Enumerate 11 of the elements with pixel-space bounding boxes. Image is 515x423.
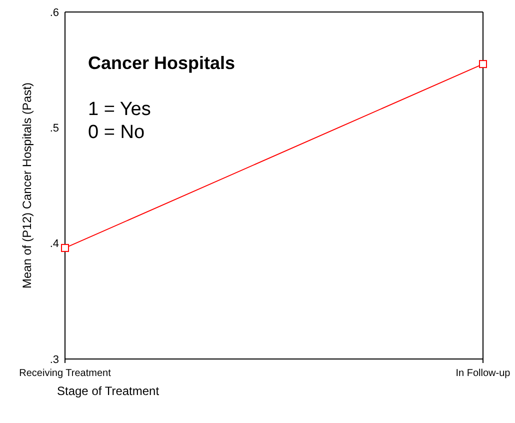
annotation: 0 = No xyxy=(88,122,145,143)
y-tick-label: .6 xyxy=(50,6,59,19)
y-axis-title: Mean of (P12) Cancer Hospitals (Past) xyxy=(20,82,34,289)
y-tick-label: .4 xyxy=(50,238,59,250)
y-tick-label: .3 xyxy=(50,354,59,366)
x-tick-label: Receiving Treatment xyxy=(19,368,112,379)
annotation: Cancer Hospitals xyxy=(88,53,236,73)
x-axis-title: Stage of Treatment xyxy=(57,384,160,398)
annotation: 1 = Yes xyxy=(88,99,151,120)
y-tick-label: .5 xyxy=(50,122,59,135)
x-tick-label: In Follow-up xyxy=(456,368,511,379)
